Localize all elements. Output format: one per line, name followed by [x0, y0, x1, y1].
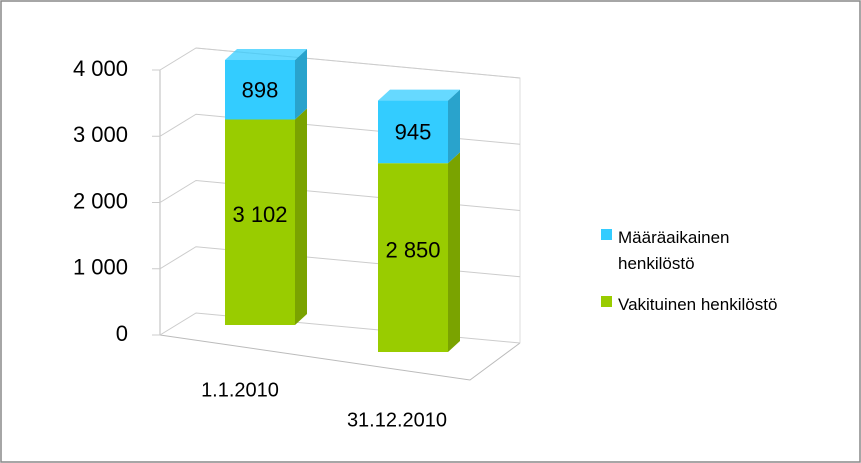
grid-line [152, 246, 521, 278]
legend-item: Vakituinen henkilöstö [601, 292, 851, 318]
data-label: 898 [242, 78, 279, 103]
y-tick-label: 1 000 [73, 255, 128, 280]
bar-top [225, 49, 307, 60]
y-tick-label: 2 000 [73, 188, 128, 213]
floor [159, 334, 521, 381]
y-tick-label: 4 000 [73, 56, 128, 81]
data-label: 3 102 [232, 202, 287, 227]
grid-line [152, 179, 521, 211]
y-tick-label: 0 [116, 321, 128, 346]
bar-side [448, 152, 460, 352]
bar-side [295, 108, 307, 326]
bar-side [295, 49, 307, 120]
y-tick-label: 3 000 [73, 122, 128, 147]
bar-top [378, 89, 460, 101]
data-label: 2 850 [385, 237, 440, 262]
x-tick-label: 1.1.2010 [201, 379, 279, 401]
grid-line [152, 113, 521, 145]
legend-label: Vakituinen henkilöstö [618, 295, 778, 314]
bar [378, 100, 448, 164]
bar [378, 163, 448, 352]
x-tick-label: 31.12.2010 [347, 409, 447, 431]
legend-item: Määräaikainen henkilöstö [601, 225, 776, 277]
legend-swatch [601, 296, 612, 307]
bar [225, 119, 295, 326]
data-label: 945 [395, 120, 432, 145]
bar-side [448, 89, 460, 164]
legend-label: Määräaikainen henkilöstö [618, 228, 730, 273]
grid-line [152, 47, 521, 79]
grid-line [152, 312, 521, 344]
bar [225, 60, 295, 120]
legend-swatch [601, 229, 612, 240]
